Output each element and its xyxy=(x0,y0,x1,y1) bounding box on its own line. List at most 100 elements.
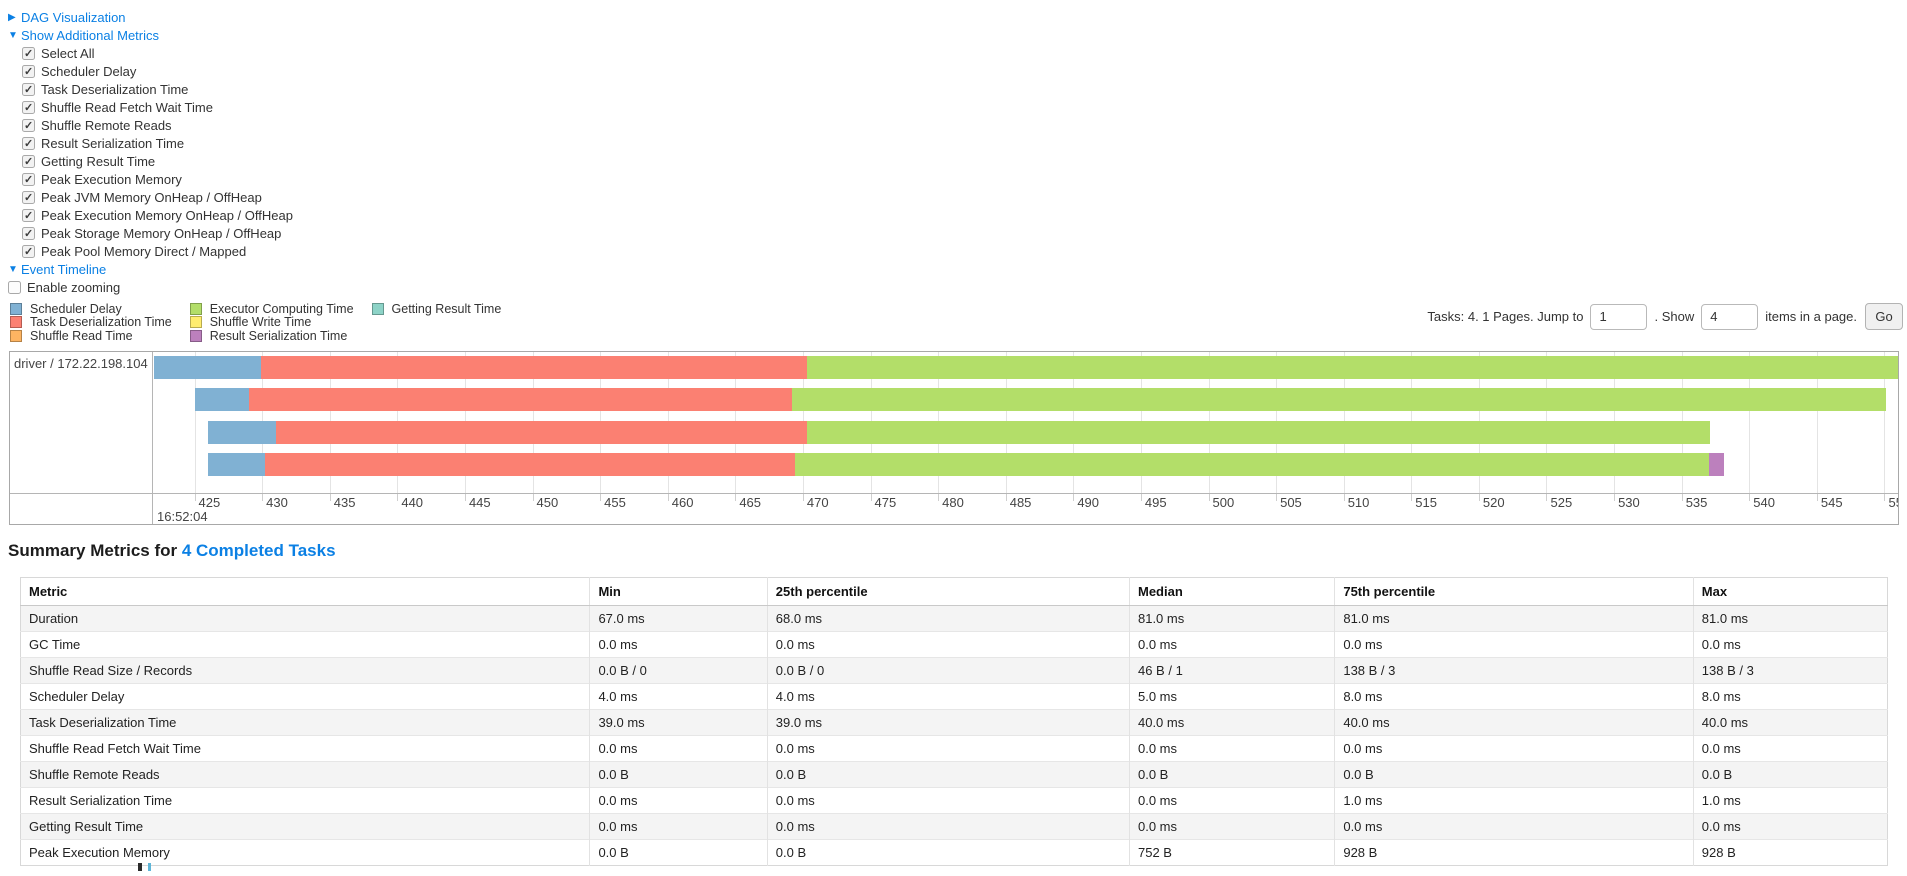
task-segment-scheduler-delay[interactable] xyxy=(154,356,261,379)
task-segment-executor-computing[interactable] xyxy=(806,420,1711,444)
axis-tick xyxy=(532,494,534,501)
axis-tick-label: 500 xyxy=(1212,495,1235,510)
checkbox-icon[interactable] xyxy=(22,46,35,60)
table-cell: 8.0 ms xyxy=(1692,683,1888,710)
checkbox-icon[interactable] xyxy=(22,226,35,240)
task-segment-scheduler-delay[interactable] xyxy=(208,420,276,444)
task-segment-task-deserialization[interactable] xyxy=(275,420,807,444)
legend-color-chip xyxy=(189,302,202,315)
task-segment-task-deserialization[interactable] xyxy=(260,356,807,379)
table-cell: 0.0 B xyxy=(1692,761,1888,788)
jump-to-page-input[interactable] xyxy=(1590,303,1648,330)
metric-checkbox-item[interactable]: Peak JVM Memory OnHeap / OffHeap xyxy=(22,188,1907,206)
table-cell: 0.0 B xyxy=(589,839,768,866)
table-cell: 5.0 ms xyxy=(1128,683,1335,710)
go-button[interactable]: Go xyxy=(1865,303,1903,330)
axis-tick xyxy=(1478,494,1480,501)
metric-checkbox-item[interactable]: Scheduler Delay xyxy=(22,62,1907,80)
task-bar[interactable] xyxy=(154,356,1898,379)
axis-tick xyxy=(735,494,737,501)
enable-zooming-row[interactable]: Enable zooming xyxy=(8,278,1907,296)
axis-tick-label: 435 xyxy=(333,495,356,510)
event-timeline-toggle[interactable]: ▼ Event Timeline xyxy=(8,260,1907,278)
axis-tick-label: 450 xyxy=(536,495,559,510)
metric-checkbox-item[interactable]: Getting Result Time xyxy=(22,152,1907,170)
table-cell: GC Time xyxy=(20,631,590,658)
table-cell: 752 B xyxy=(1128,839,1335,866)
table-cell: 8.0 ms xyxy=(1334,683,1694,710)
table-cell: 0.0 ms xyxy=(1334,813,1694,840)
task-segment-executor-computing[interactable] xyxy=(806,356,1898,379)
show-additional-metrics-toggle[interactable]: ▼ Show Additional Metrics xyxy=(8,26,1907,44)
legend-column: Scheduler Delay Task Deserialization Time… xyxy=(10,302,172,343)
axis-tick-label: 505 xyxy=(1280,495,1302,510)
axis-tick xyxy=(1411,494,1413,501)
table-cell: 81.0 ms xyxy=(1128,605,1335,632)
table-cell: 39.0 ms xyxy=(766,709,1130,736)
table-cell: 67.0 ms xyxy=(589,605,768,632)
axis-tick xyxy=(667,494,669,501)
metric-checkbox-label: Shuffle Read Fetch Wait Time xyxy=(41,99,213,115)
checkbox-icon[interactable] xyxy=(22,154,35,168)
metric-checkbox-label: Shuffle Remote Reads xyxy=(41,117,172,133)
axis-tick-label: 475 xyxy=(874,495,897,510)
table-row: Result Serialization Time 0.0 ms 0.0 ms 0.0… xyxy=(20,787,1888,814)
table-cell: 0.0 ms xyxy=(589,813,768,840)
checkbox-icon[interactable] xyxy=(22,100,35,114)
metric-checkbox-item[interactable]: Peak Execution Memory OnHeap / OffHeap xyxy=(22,206,1907,224)
checkbox-icon[interactable] xyxy=(22,244,35,258)
table-cell: 0.0 B xyxy=(766,761,1130,788)
event-timeline-label: Event Timeline xyxy=(21,261,107,277)
axis-tick xyxy=(938,494,940,501)
axis-tick-label: 515 xyxy=(1415,495,1437,510)
table-cell: 0.0 ms xyxy=(589,631,768,658)
metric-checkbox-label: Peak Execution Memory xyxy=(41,171,182,187)
checkbox-icon[interactable] xyxy=(22,82,35,96)
task-segment-executor-computing[interactable] xyxy=(794,452,1709,476)
checkbox-icon[interactable] xyxy=(22,118,35,132)
task-segment-executor-computing[interactable] xyxy=(792,388,1886,412)
dag-visualization-toggle[interactable]: ▶ DAG Visualization xyxy=(8,8,1907,26)
axis-tick-label: 440 xyxy=(401,495,424,510)
task-segment-scheduler-delay[interactable] xyxy=(194,388,249,412)
checkbox-icon[interactable] xyxy=(22,208,35,222)
column-header: Max xyxy=(1692,577,1888,606)
metric-checkbox-item[interactable]: Peak Storage Memory OnHeap / OffHeap xyxy=(22,224,1907,242)
clipped-next-section-stub xyxy=(138,858,157,871)
table-cell: 81.0 ms xyxy=(1692,605,1888,632)
timeline-plot-area[interactable] xyxy=(154,352,1898,493)
table-cell: 0.0 ms xyxy=(766,735,1130,762)
table-cell: Duration xyxy=(20,605,590,632)
metric-checkbox-item[interactable]: Result Serialization Time xyxy=(22,134,1907,152)
legend-label: Task Deserialization Time xyxy=(30,315,172,330)
task-segment-result-serialization[interactable] xyxy=(1708,452,1724,476)
metric-checkbox-item[interactable]: Select All xyxy=(22,44,1907,62)
checkbox-icon[interactable] xyxy=(22,172,35,186)
checkbox-icon[interactable] xyxy=(22,64,35,78)
table-cell: 0.0 ms xyxy=(589,787,768,814)
completed-tasks-link[interactable]: 4 Completed Tasks xyxy=(181,541,336,560)
task-bar[interactable] xyxy=(154,388,1898,412)
metric-checkbox-item[interactable]: Peak Execution Memory xyxy=(22,170,1907,188)
metric-checkbox-label: Result Serialization Time xyxy=(41,135,185,151)
task-segment-task-deserialization[interactable] xyxy=(264,452,795,476)
column-header: 75th percentile xyxy=(1334,577,1694,606)
timeline-gridline xyxy=(1884,352,1886,493)
task-segment-scheduler-delay[interactable] xyxy=(208,452,265,476)
axis-tick-label: 480 xyxy=(942,495,964,510)
table-cell: 0.0 ms xyxy=(1692,631,1888,658)
task-bar[interactable] xyxy=(154,452,1898,476)
task-segment-task-deserialization[interactable] xyxy=(248,388,793,412)
legend-item: Task Deserialization Time xyxy=(10,315,172,330)
items-per-page-input[interactable] xyxy=(1701,303,1759,330)
metric-checkbox-item[interactable]: Peak Pool Memory Direct / Mapped xyxy=(22,242,1907,260)
legend-column: Executor Computing Time Shuffle Write Tim… xyxy=(189,302,354,343)
chevron-down-icon: ▼ xyxy=(8,29,18,41)
metric-checkbox-item[interactable]: Shuffle Remote Reads xyxy=(22,116,1907,134)
metric-checkbox-item[interactable]: Shuffle Read Fetch Wait Time xyxy=(22,98,1907,116)
metric-checkbox-item[interactable]: Task Deserialization Time xyxy=(22,80,1907,98)
enable-zooming-checkbox[interactable] xyxy=(8,280,21,294)
checkbox-icon[interactable] xyxy=(22,190,35,204)
task-bar[interactable] xyxy=(154,420,1898,444)
checkbox-icon[interactable] xyxy=(22,136,35,150)
